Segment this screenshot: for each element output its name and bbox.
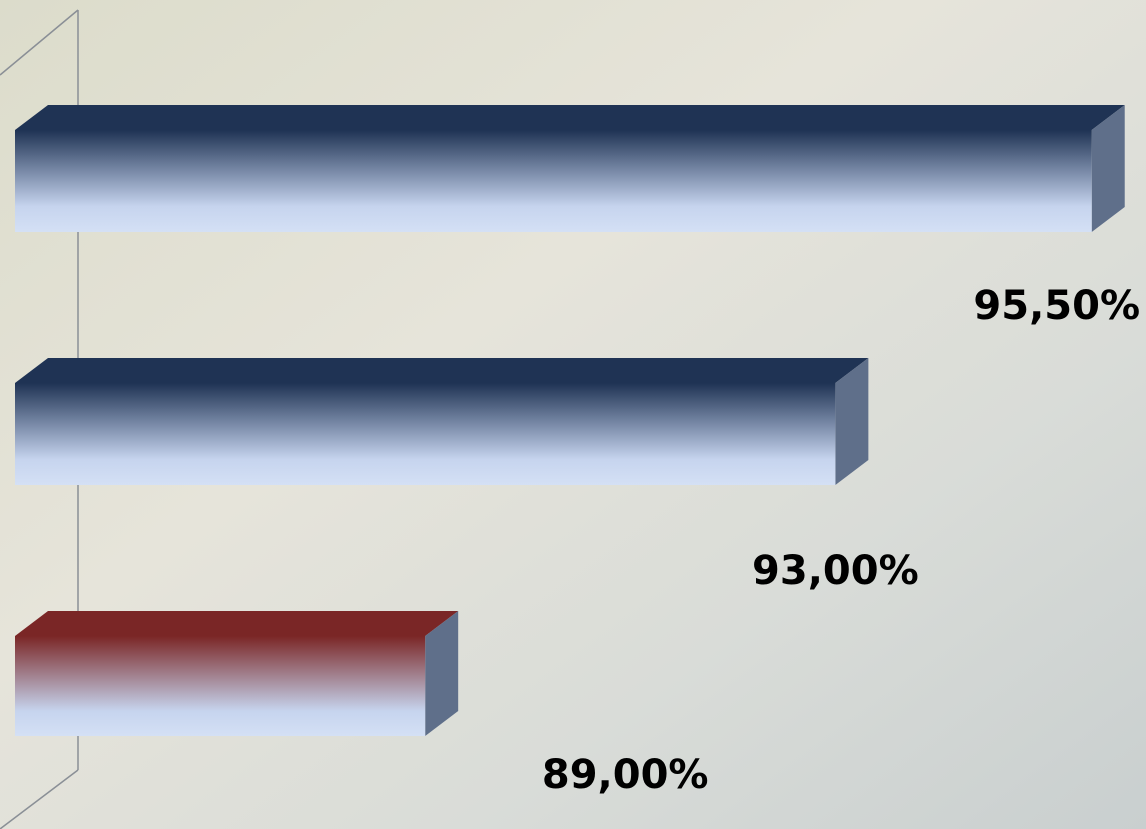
bar-top [15,358,869,383]
bar-side [425,611,459,736]
data-label: 95,50% [973,283,1140,329]
bar [15,636,426,736]
bar-top [15,611,459,636]
bar [15,383,836,485]
bar-side [1091,105,1125,232]
data-label: 89,00% [542,752,709,798]
bar-side [835,358,869,485]
bar-top [15,105,1125,130]
bar [15,130,1092,232]
data-label: 93,00% [752,548,919,594]
